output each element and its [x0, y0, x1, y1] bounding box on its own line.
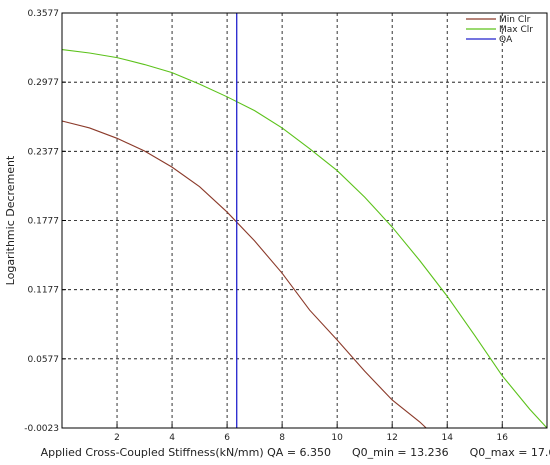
y-tick-label: 0.1777 [28, 217, 60, 227]
y-tick-label: -0.0023 [24, 424, 59, 434]
x-tick-label: 4 [169, 433, 175, 443]
x-tick-label: 14 [441, 433, 453, 443]
x-tick-label: 8 [279, 433, 285, 443]
x-tick-label: 10 [331, 433, 343, 443]
y-tick-label: 0.3577 [28, 9, 60, 19]
y-tick-label: 0.0577 [28, 355, 60, 365]
x-tick-label: 12 [386, 433, 397, 443]
series-line-max-clr [61, 48, 548, 429]
x-axis-label: Applied Cross-Coupled Stiffness(kN/mm) Q… [41, 446, 550, 459]
series-layer [61, 13, 548, 429]
grid [62, 13, 547, 428]
x-tick-label: 16 [497, 433, 509, 443]
y-tick-label: 0.1177 [28, 286, 60, 296]
y-axis-label: Logarithmic Decrement [4, 155, 17, 285]
ticks-layer: 2 4 6 8 10 12 14 16 -0.0023 0.0577 0.1177 0.1777 0.2… [24, 9, 508, 443]
series-line-min-clr [61, 120, 427, 429]
y-tick-label: 0.2977 [28, 78, 60, 88]
legend-label: Min Clr [499, 15, 531, 25]
x-tick-label: 6 [224, 433, 230, 443]
legend-label: QA [499, 35, 513, 45]
legend-label: Max Clr [499, 25, 533, 35]
x-tick-label: 2 [114, 433, 120, 443]
y-tick-label: 0.2377 [28, 147, 60, 157]
